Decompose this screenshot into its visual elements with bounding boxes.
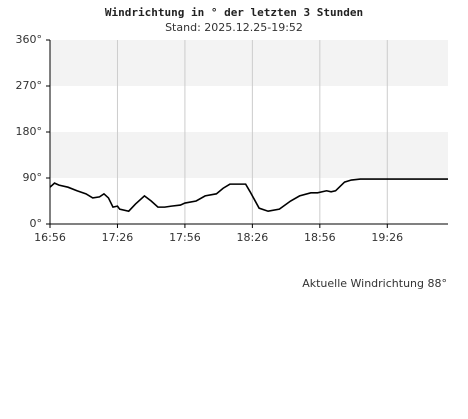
y-tick-label: 0°	[30, 217, 43, 230]
x-tick-label: 17:26	[102, 231, 134, 244]
y-tick-label: 270°	[16, 79, 43, 92]
grid-band	[50, 132, 448, 178]
x-tick-label: 17:56	[169, 231, 201, 244]
chart-title: Windrichtung in ° der letzten 3 Stunden	[105, 6, 363, 19]
y-tick-label: 360°	[16, 33, 43, 46]
y-tick-label: 90°	[23, 171, 43, 184]
grid-band	[50, 40, 448, 86]
annotation: Aktuelle Windrichtung 88°	[302, 277, 447, 290]
data-line	[49, 178, 448, 213]
x-tick-label: 16:56	[34, 231, 66, 244]
x-tick-label: 18:26	[237, 231, 269, 244]
x-tick-label: 19:26	[371, 231, 403, 244]
chart-subtitle: Stand: 2025.12.25-19:52	[165, 21, 303, 34]
y-tick-label: 180°	[16, 125, 43, 138]
x-tick-label: 18:56	[304, 231, 336, 244]
